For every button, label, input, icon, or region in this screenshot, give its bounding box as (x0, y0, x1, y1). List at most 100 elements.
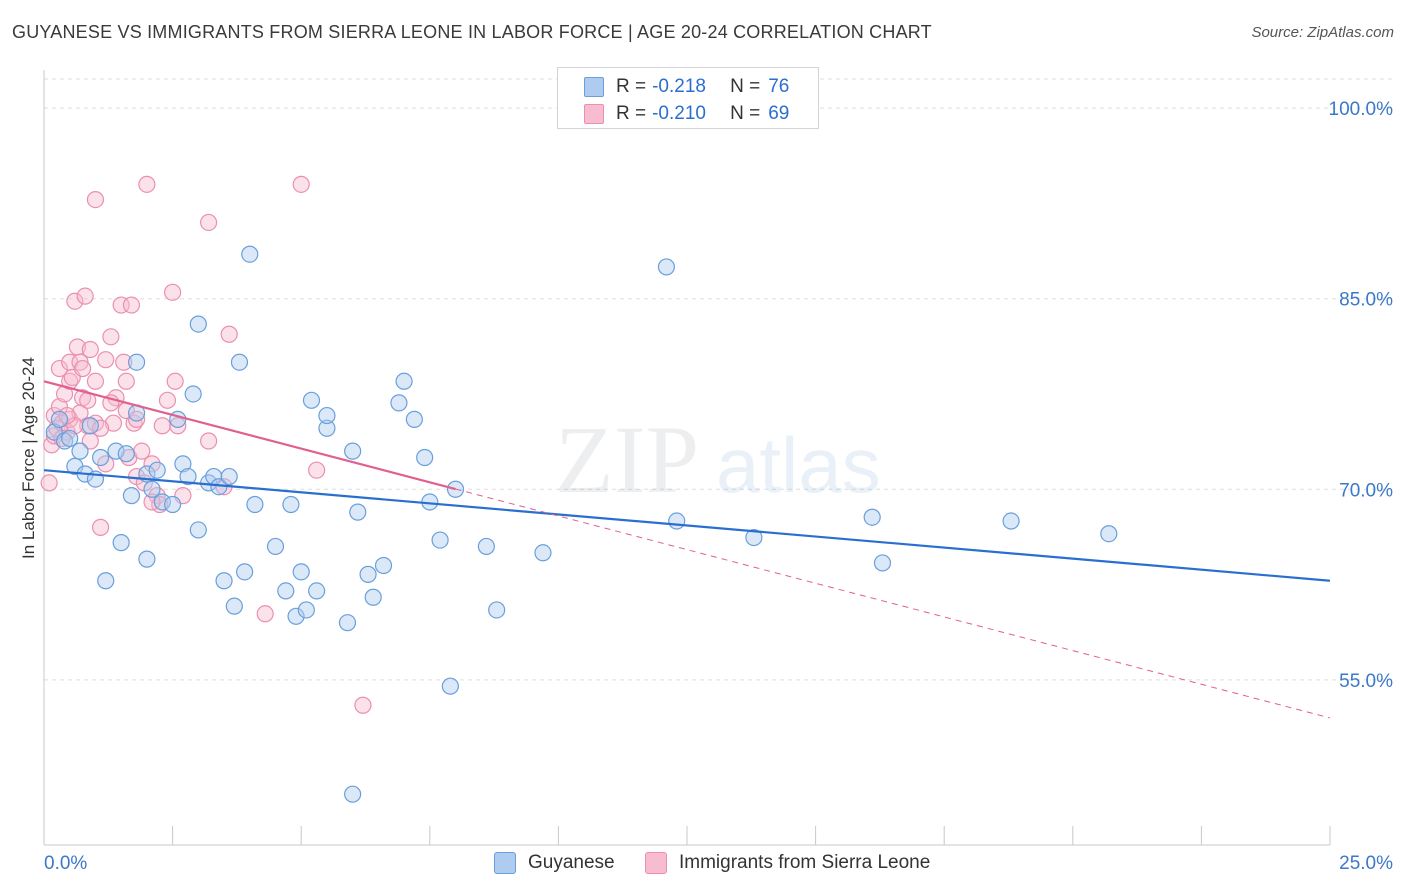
sierra-leone-point (354, 696, 372, 714)
stats-r-label: R = (616, 76, 647, 97)
sierra-leone-point (86, 372, 105, 390)
guyanese-point (488, 601, 506, 619)
sierra-leone-point (115, 353, 133, 371)
guyanese-point (292, 563, 310, 581)
sierra-leone-point (91, 419, 110, 437)
sierra-leone-point (40, 474, 58, 492)
guyanese-point (863, 508, 881, 526)
guyanese-point (215, 572, 233, 590)
stats-row-sierra-leone: R = -0.210 N = 69 (584, 103, 789, 125)
guyanese-point (220, 467, 238, 486)
guyanese-point (308, 582, 326, 600)
sierra-leone-point (256, 605, 274, 623)
guyanese-point (164, 495, 182, 514)
sierra-leone-point (122, 296, 141, 314)
guyanese-point (117, 445, 135, 463)
guyanese-point (1100, 525, 1118, 543)
axis-layer: 55.0% 70.0% 85.0% 100.0% 0.0% 25.0% (43, 70, 1394, 874)
stats-r-value: -0.210 (652, 103, 706, 124)
legend-label: Immigrants from Sierra Leone (679, 852, 931, 873)
sierra-leone-point (127, 410, 146, 428)
sierra-leone-point (292, 175, 310, 193)
stats-r-label: R = (616, 103, 647, 124)
sierra-leone-point (153, 417, 171, 435)
guyanese-point (143, 480, 161, 498)
guyanese-point (374, 556, 393, 575)
sierra-leone-point (220, 325, 238, 343)
sierra-leone-point (308, 461, 326, 479)
guyanese-point (189, 521, 207, 539)
sierra-leone-point (104, 414, 123, 432)
guyanese-point (416, 448, 434, 467)
stats-swatch-blue (584, 77, 604, 97)
guyanese-point (873, 554, 892, 572)
legend-item-sierra-leone[interactable]: Immigrants from Sierra Leone (645, 852, 930, 874)
sierra-leone-point (66, 292, 84, 310)
guyanese-point (97, 572, 115, 590)
guyanese-point (189, 315, 207, 333)
guyanese-point (344, 785, 362, 803)
sierra-leone-point (166, 372, 184, 390)
guyanese-point (344, 442, 362, 460)
stats-swatch-pink (584, 104, 604, 124)
sierra-leone-point (97, 351, 115, 369)
guyanese-point (61, 429, 79, 448)
y-tick-label: 70.0% (1339, 480, 1393, 501)
stats-n-label: N = (730, 103, 761, 124)
guyanese-point (338, 614, 357, 632)
guyanese-point (236, 563, 254, 581)
grid-layer (44, 78, 1393, 681)
guyanese-point (287, 607, 305, 625)
sierra-leone-point (138, 175, 156, 193)
stats-r-value: -0.218 (652, 76, 706, 97)
guyanese-point (657, 258, 676, 276)
guyanese-point (534, 544, 552, 562)
watermark-zip: ZIP (555, 406, 699, 513)
guyanese-point (50, 410, 69, 428)
trend-layer (43, 380, 1331, 719)
legend-swatch-pink (645, 852, 667, 874)
sierra-leone-point (58, 406, 76, 425)
sierra-leone-trend-extension (455, 488, 1331, 719)
guyanese-point (138, 550, 156, 568)
chart-title: GUYANESE VS IMMIGRANTS FROM SIERRA LEONE… (12, 22, 932, 42)
x-tick-label: 25.0% (1339, 853, 1393, 874)
guyanese-point (122, 487, 141, 505)
sierra-leone-point (86, 190, 105, 209)
sierra-leone-trend-line (43, 380, 456, 491)
source-note: Source: ZipAtlas.com (1251, 24, 1394, 41)
guyanese-point (112, 534, 130, 552)
guyanese-point (174, 455, 192, 473)
sierra-leone-point (200, 213, 218, 232)
guyanese-point (241, 245, 259, 263)
guyanese-point (91, 448, 110, 467)
guyanese-point (153, 493, 171, 511)
stats-n-value: 76 (768, 76, 790, 97)
guyanese-point (745, 528, 763, 547)
stats-n-value: 69 (768, 103, 790, 124)
guyanese-trend-line (43, 469, 1331, 582)
guyanese-point (364, 588, 382, 606)
guyanese-point (246, 495, 264, 514)
sierra-leone-point (200, 432, 218, 450)
guyanese-point (277, 582, 295, 600)
guyanese-point (225, 597, 243, 615)
legend-swatch-blue (494, 852, 516, 874)
y-tick-label: 85.0% (1339, 290, 1393, 311)
sierra-leone-point (81, 432, 99, 450)
sierra-leone-point (76, 287, 94, 305)
series-legend: Guyanese Immigrants from Sierra Leone (0, 850, 1406, 880)
guyanese-point (81, 417, 99, 435)
legend-item-guyanese[interactable]: Guyanese (494, 852, 615, 874)
y-tick-label: 100.0% (1329, 99, 1394, 120)
sierra-leone-point (158, 391, 177, 409)
sierra-leone-point (102, 328, 120, 346)
guyanese-point (395, 372, 413, 390)
guyanese-point (359, 565, 377, 583)
guyanese-point (266, 537, 285, 556)
y-tick-label: 55.0% (1339, 671, 1393, 692)
y-axis-title: In Labor Force | Age 20-24 (19, 357, 38, 559)
sierra-leone-point (169, 417, 187, 435)
guyanese-point (405, 410, 423, 428)
guyanese-point (318, 419, 336, 437)
